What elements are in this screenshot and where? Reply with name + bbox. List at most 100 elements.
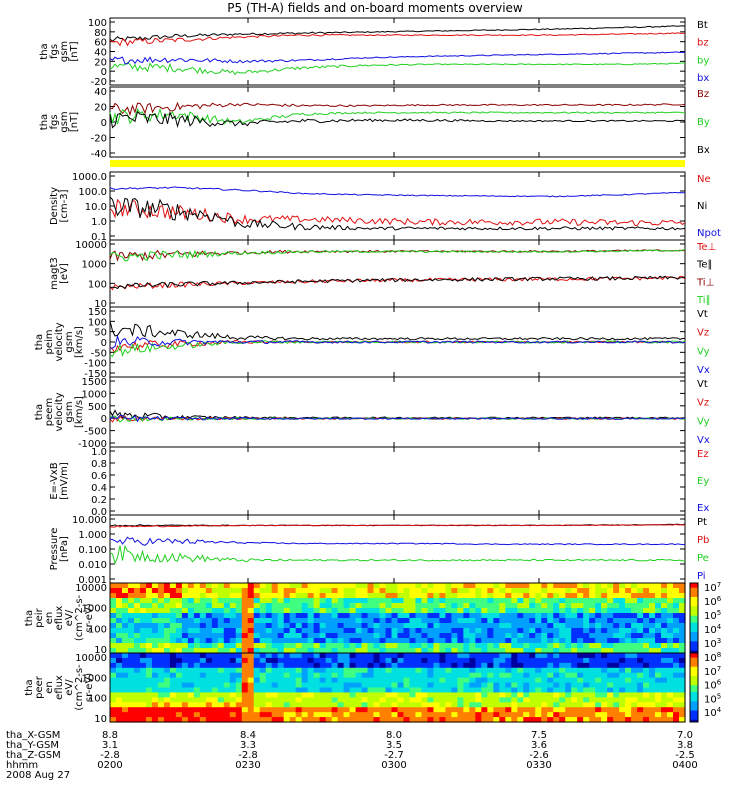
spectrogram-cell [211,583,219,589]
y-axis-label: E=-VxB [49,462,60,499]
spectrogram-cell [319,677,327,684]
spectrogram-cell [319,588,327,594]
spectrogram-cell [229,712,237,718]
spectrogram-cell [643,687,650,694]
y-tick-label: 1000 [82,604,107,615]
spectrogram-cell [289,682,297,689]
spectrogram-cell [337,588,345,594]
spectrogram-cell [457,712,464,718]
spectrogram-cell [499,677,506,684]
spectrogram-cell [379,677,387,684]
spectrogram-cell [259,588,267,594]
spectrogram-cell [667,682,674,689]
spectrogram-cell [187,662,195,669]
spectrogram-cell [421,588,429,594]
spectrogram-cell [595,588,602,594]
spectrogram-cell [313,613,321,619]
spectrogram-cell [643,662,650,669]
spectrogram-cell [157,593,165,599]
spectrogram-cell [391,583,399,589]
spectrogram-cell [427,613,435,619]
spectrogram-cell [451,717,458,723]
spectrogram-cell [571,697,578,703]
spectrogram-cell [235,618,243,624]
spectrogram-cell [229,628,237,634]
spectrogram-cell [619,643,626,649]
spectrogram-cell [553,687,560,694]
spectrogram-cell [559,707,566,713]
spectrogram-cell [247,583,255,589]
spectrogram-cell [661,657,668,664]
spectrogram-cell [499,593,506,599]
spectrogram-cell [457,657,464,664]
spectrogram-cell [157,613,165,619]
spectrogram-cell [451,677,458,684]
spectrogram-cell [163,677,171,684]
spectrogram-cell [145,638,153,644]
spectrogram-cell [367,603,375,609]
spectrogram-cell [499,657,506,664]
spectrogram-cell [457,608,464,614]
spectrogram-cell [235,603,243,609]
spectrogram-cell [397,712,405,718]
spectrogram-cell [637,593,644,599]
spectrogram-cell [199,697,207,703]
spectrogram-cell [343,687,351,694]
spectrogram-cell [349,648,357,654]
spectrogram-cell [247,702,255,708]
spectrogram-cell [601,657,608,664]
spectrogram-cell [631,657,638,664]
spectrogram-cell [163,717,171,723]
spectrogram-cell [421,717,429,723]
spectrogram-cell [619,717,626,723]
spectrogram-cell [499,598,506,604]
spectrogram-cell [667,598,674,604]
spectrogram-cell [397,628,405,634]
spectrogram-cell [559,712,566,718]
legend-vy: Vy [697,346,710,357]
spectrogram-cell [199,583,207,589]
spectrogram-cell [307,603,315,609]
spectrogram-cell [121,662,129,669]
spectrogram-cell [613,662,620,669]
spectrogram-cell [349,662,357,669]
y-tick-label: 0.010 [78,560,107,571]
spectrogram-cell [397,583,405,589]
spectrogram-cell [595,623,602,629]
spectrogram-cell [421,707,429,713]
spectrogram-cell [271,628,279,634]
spectrogram-cell [481,702,488,708]
spectrogram-cell [385,623,393,629]
spectrogram-cell [433,657,441,664]
spectrogram-cell [181,707,189,713]
spectrogram-cell [457,618,464,624]
spectrogram-cell [643,638,650,644]
spectrogram-cell [289,657,297,664]
colorbar-tick-label: 104 [704,706,722,719]
spectrogram-cell [553,677,560,684]
spectrogram-cell [157,657,165,664]
spectrogram-cell [169,618,177,624]
spectrogram-cell [379,687,387,694]
spectrogram-cell [139,697,147,703]
spectrogram-cell [253,697,261,703]
spectrogram-cell [523,583,530,589]
spectrogram-cell [553,638,560,644]
spectrogram-cell [110,707,117,713]
spectrogram-cell [277,657,285,664]
spectrogram-cell [463,648,470,654]
spectrogram-cell [169,697,177,703]
spectrogram-cell [169,583,177,589]
spectrogram-cell [517,682,524,689]
spectrogram-cell [625,593,632,599]
spectrogram-cell [679,613,686,619]
spectrogram-cell [577,603,584,609]
spectrogram-cell [337,608,345,614]
spectrogram-cell [325,717,333,723]
spectrogram-cell [481,692,488,698]
spectrogram-cell [535,692,542,698]
spectrogram-cell [511,628,518,634]
spectrogram-cell [115,588,123,594]
spectrogram-cell [145,613,153,619]
spectrogram-cell [253,613,261,619]
